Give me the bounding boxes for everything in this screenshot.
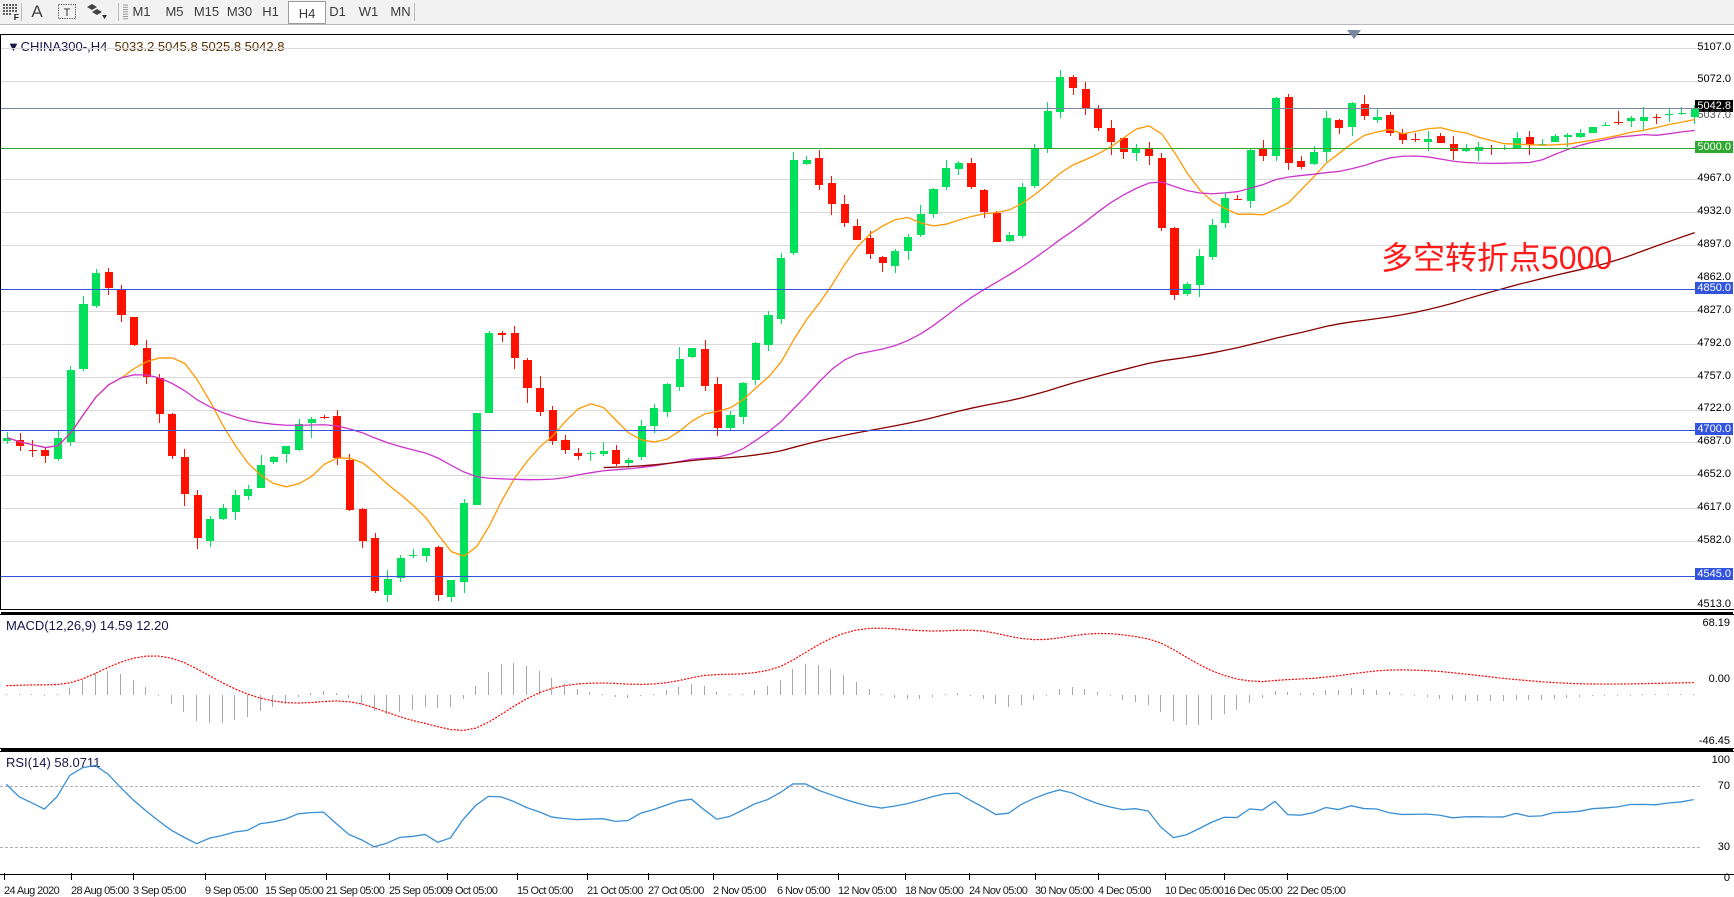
svg-text:F: F (14, 12, 19, 20)
svg-text:T: T (64, 7, 71, 19)
